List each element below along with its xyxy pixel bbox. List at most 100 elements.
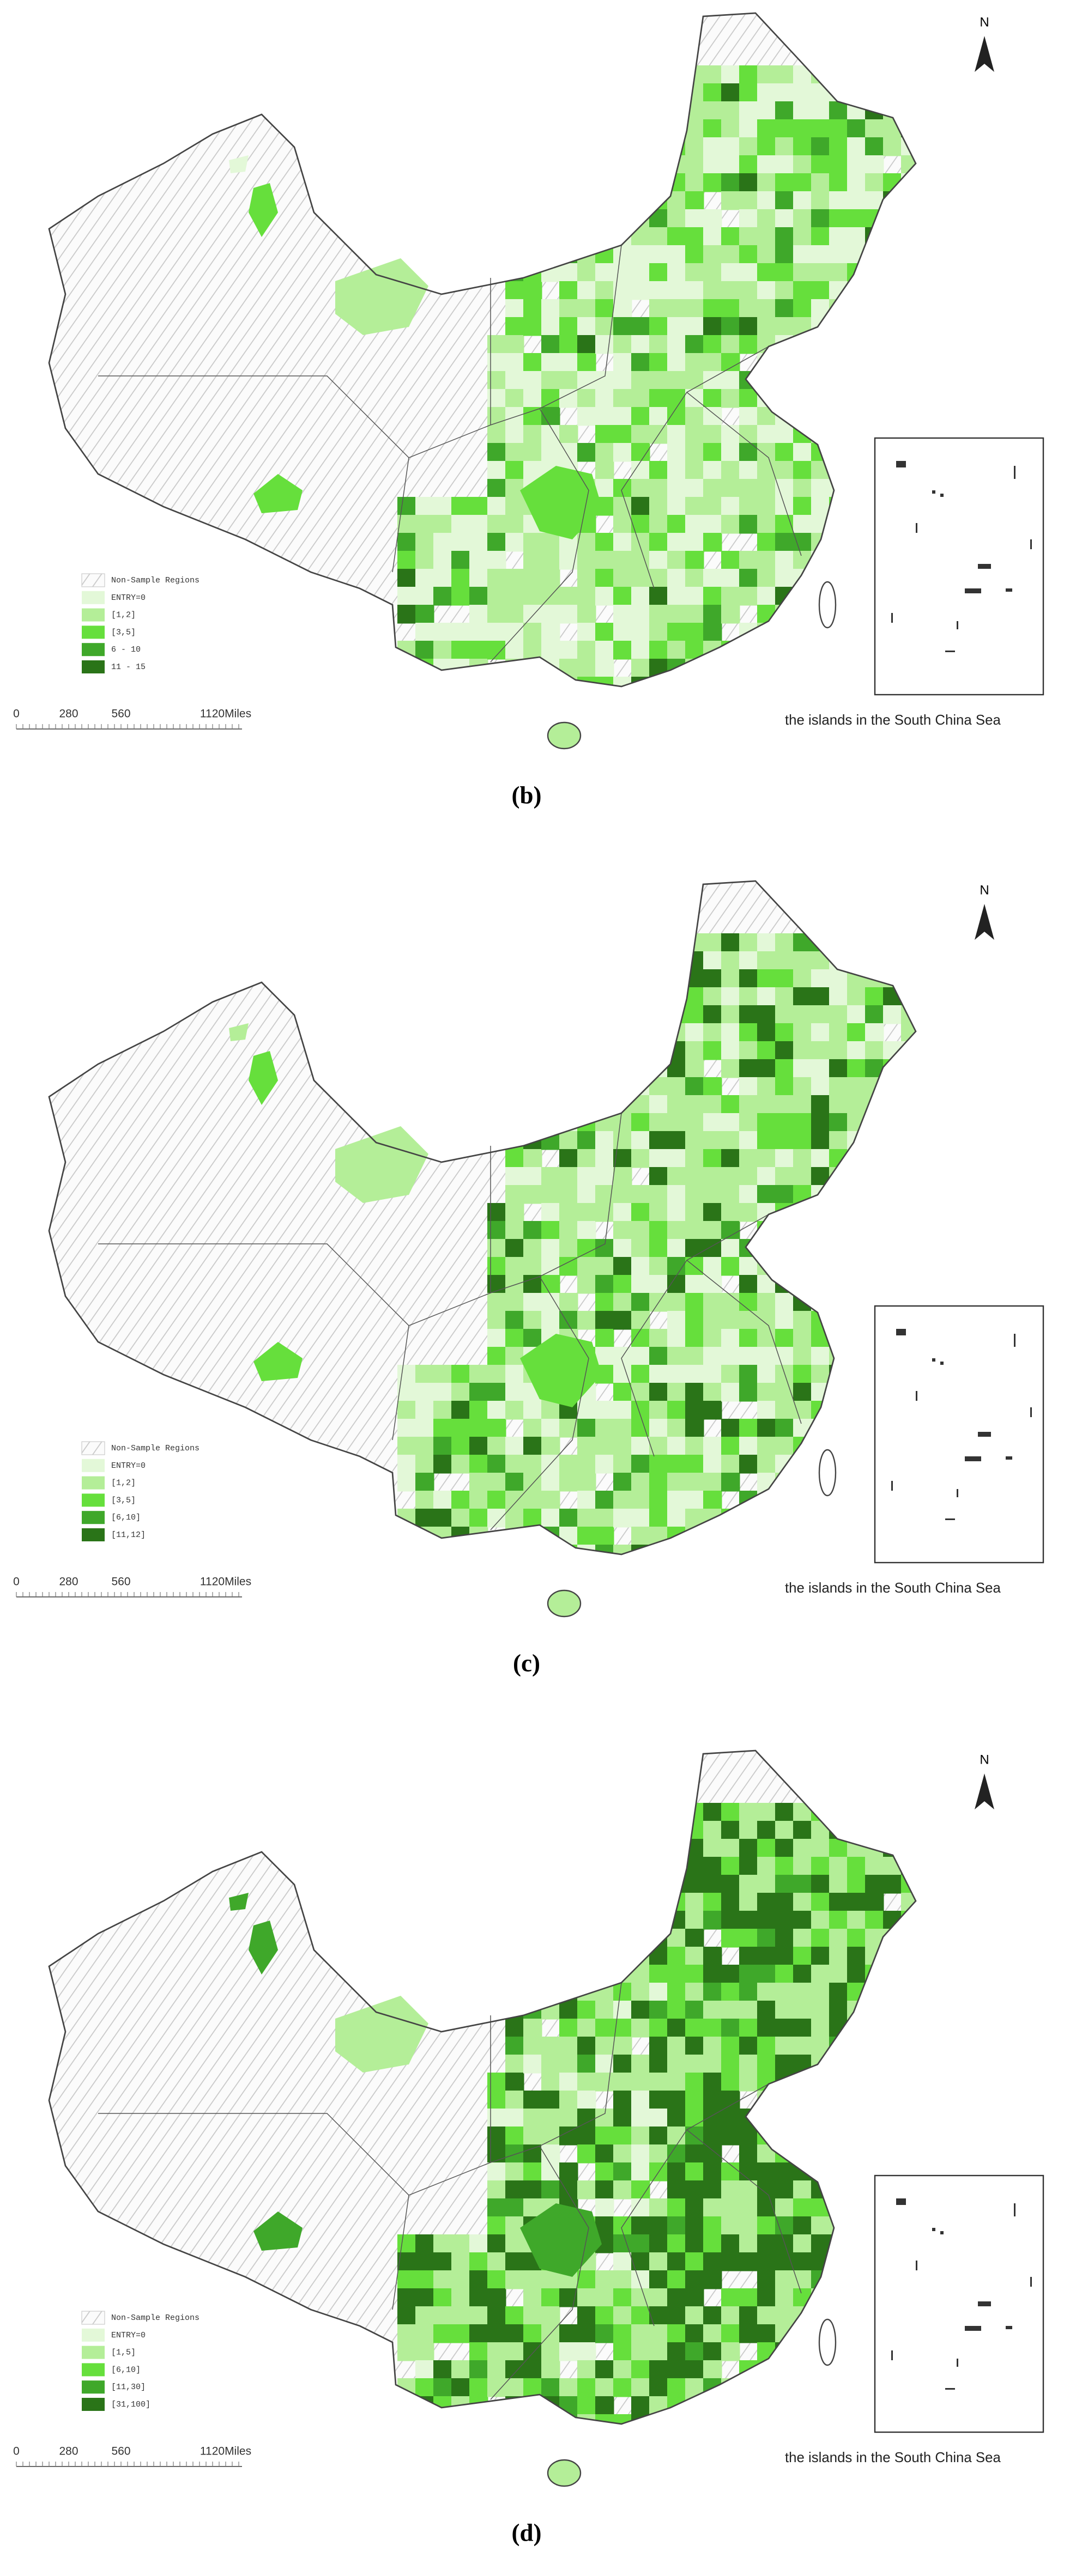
region: [721, 1527, 740, 1546]
region: [901, 191, 916, 210]
region: [739, 987, 758, 1006]
region: [883, 1203, 902, 1222]
region: [631, 1005, 650, 1024]
region: [541, 533, 560, 552]
inset-island: [978, 1432, 991, 1437]
region: [487, 533, 506, 552]
region: [829, 2270, 848, 2289]
region: [577, 695, 596, 714]
region: [883, 191, 902, 210]
region: [469, 1437, 488, 1456]
region: [829, 659, 848, 678]
region: [829, 1257, 848, 1276]
region: [847, 2216, 866, 2235]
region: [613, 515, 632, 534]
region: [757, 2216, 776, 2235]
region: [505, 1221, 524, 1240]
region: [757, 2378, 776, 2397]
region: [613, 1509, 632, 1528]
region: [793, 951, 812, 970]
region: [865, 2127, 884, 2146]
region: [883, 335, 902, 354]
region: [757, 1911, 776, 1930]
region: [577, 1167, 596, 1186]
region: [631, 1581, 650, 1600]
region: [451, 1383, 470, 1402]
region: [335, 258, 428, 335]
region: [721, 659, 740, 678]
region: [739, 479, 758, 498]
region: [559, 353, 578, 372]
region: [811, 2037, 830, 2056]
region: [667, 1131, 686, 1150]
inset-island: [965, 588, 981, 593]
region: [559, 425, 578, 444]
region: [523, 2162, 542, 2182]
region: [703, 1167, 722, 1186]
region: [523, 605, 542, 624]
region: [541, 191, 560, 210]
region: [829, 1383, 848, 1402]
region: [847, 1893, 866, 1912]
region: [757, 1965, 776, 1984]
region: [703, 677, 722, 686]
region: [595, 951, 614, 970]
region: [505, 933, 524, 952]
region: [415, 515, 434, 534]
region: [811, 1059, 830, 1078]
region: [451, 569, 470, 588]
region: [793, 1965, 812, 1984]
region: [613, 1581, 632, 1600]
region: [577, 1455, 596, 1474]
region: [667, 65, 686, 84]
region: [595, 1893, 614, 1912]
region: [595, 2162, 614, 2182]
region: [757, 551, 776, 570]
region: [865, 1257, 884, 1276]
region: [901, 1221, 916, 1240]
region: [739, 1275, 758, 1294]
inset-island: [1030, 2277, 1032, 2287]
legend-label: [3,5]: [111, 1496, 136, 1505]
region: [415, 1401, 434, 1420]
region: [829, 299, 848, 318]
region: [505, 1929, 524, 1948]
region: [703, 2360, 722, 2379]
region: [595, 2288, 614, 2307]
region: [793, 1023, 812, 1042]
region: [595, 2109, 614, 2128]
region: [703, 1041, 722, 1060]
region: [721, 2055, 740, 2074]
region: [901, 951, 916, 970]
region: [685, 497, 704, 516]
region: [613, 1221, 632, 1240]
region: [253, 1342, 303, 1381]
region: [469, 551, 488, 570]
region: [541, 2109, 560, 2128]
region: [631, 969, 650, 988]
region: [613, 1257, 632, 1276]
region: [523, 569, 542, 588]
region: [811, 1005, 830, 1024]
region: [469, 1365, 488, 1384]
region: [775, 2127, 794, 2146]
region: [739, 2252, 758, 2271]
region: [577, 389, 596, 408]
region: [451, 1437, 470, 1456]
region: [397, 1401, 416, 1420]
region: [811, 1149, 830, 1168]
region: [685, 569, 704, 588]
region: [793, 2270, 812, 2289]
region: [631, 2162, 650, 2182]
region: [505, 2073, 524, 2092]
region: [451, 695, 470, 714]
region: [577, 1005, 596, 1024]
region: [487, 1437, 506, 1456]
region: [559, 1911, 578, 1930]
region: [649, 65, 668, 84]
region: [469, 1455, 488, 1474]
region: [613, 353, 632, 372]
region: [811, 1365, 830, 1384]
region: [631, 1893, 650, 1912]
region: [721, 1965, 740, 1984]
